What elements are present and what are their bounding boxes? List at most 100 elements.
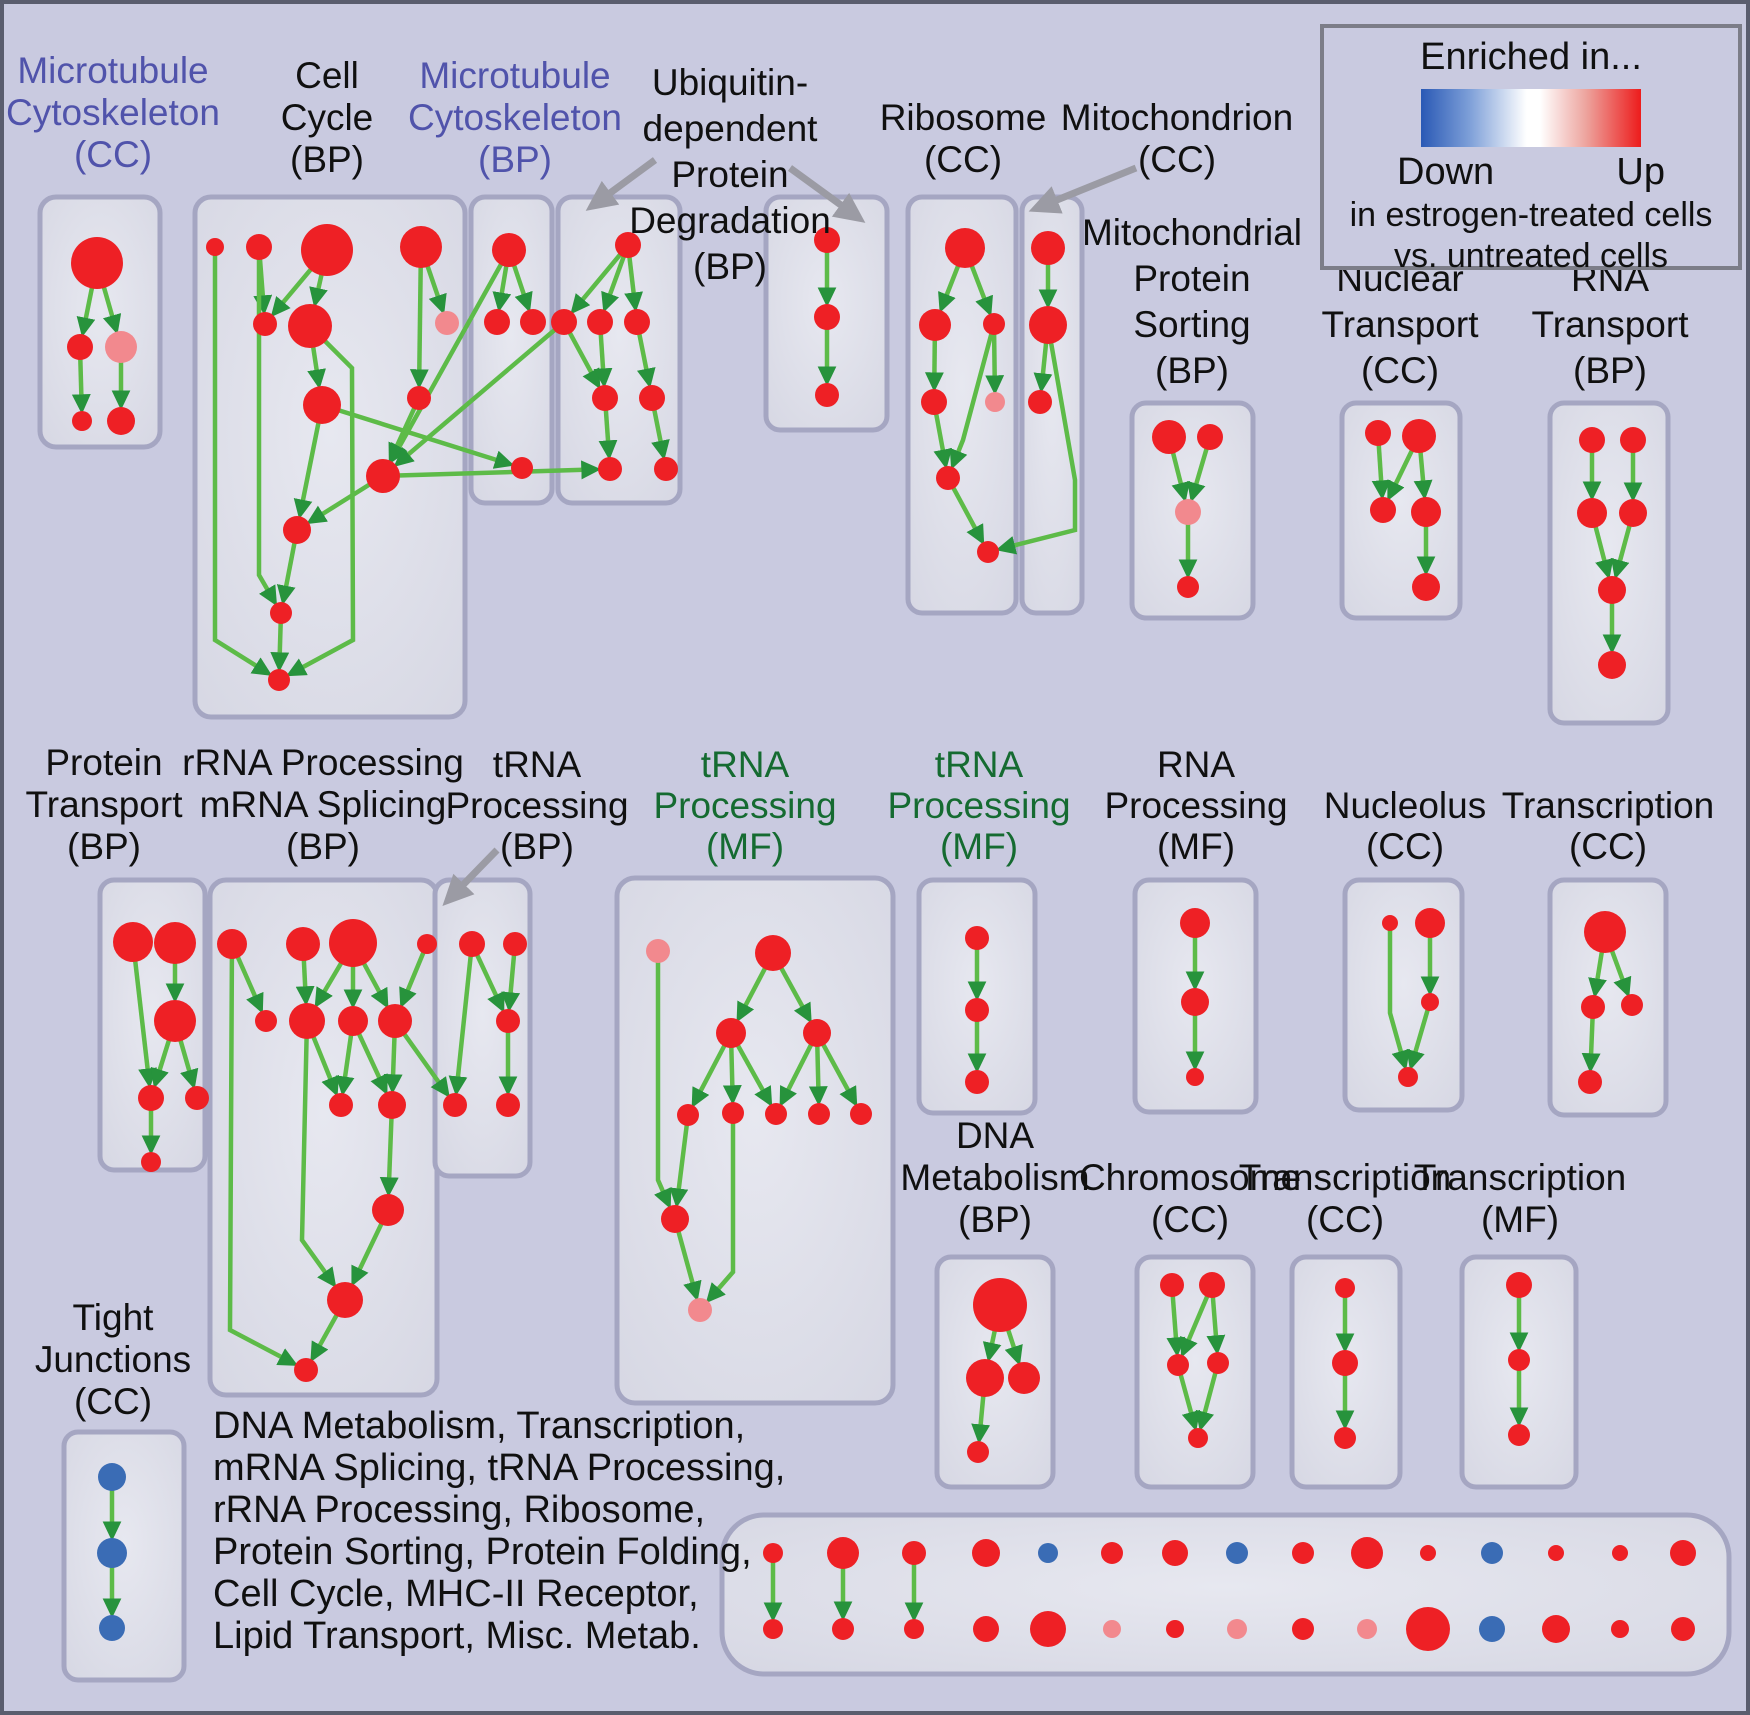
go-term-node (1398, 1067, 1418, 1087)
go-term-node (1028, 390, 1052, 414)
go-term-node (755, 935, 791, 971)
go-term-node (919, 309, 951, 341)
go-term-node (1382, 915, 1398, 931)
go-edge (736, 966, 768, 1023)
go-edge (351, 1221, 385, 1287)
go-term-node (1670, 1540, 1696, 1566)
go-edge (356, 1031, 388, 1096)
go-term-node (1370, 497, 1396, 523)
cluster-label-rna-processing-mf: RNA Processing (MF) (1104, 744, 1287, 867)
go-term-node (1598, 576, 1626, 604)
go-term-node (327, 1282, 363, 1318)
go-edge (1166, 1294, 1186, 1358)
go-edge (1610, 524, 1632, 580)
go-term-node (945, 228, 985, 268)
go-edge (132, 959, 157, 1089)
go-edge (285, 338, 356, 677)
go-edge (1178, 1373, 1201, 1432)
go-term-node (1612, 1545, 1628, 1561)
cluster-label-cell-cycle-bp: Cell Cycle (BP) (281, 55, 374, 180)
go-edge (101, 285, 122, 335)
go-term-node (253, 312, 277, 336)
go-edge (1593, 525, 1614, 580)
go-edge (779, 1042, 814, 1107)
go-term-node (138, 1085, 164, 1111)
go-term-node (808, 1103, 830, 1125)
cluster-label-nuclear-transport-cc: Nuclear Transport (CC) (1322, 258, 1480, 391)
go-edge (492, 264, 512, 313)
go-edge (735, 1043, 773, 1108)
go-edge (270, 621, 290, 673)
cluster-box-trna-mf-big (614, 875, 896, 1406)
go-term-node (1160, 1273, 1184, 1297)
legend: Enriched in... Down Up in estrogen-treat… (1320, 24, 1742, 275)
cluster-label-microtubule-bp: Microtubule Cytoskeleton (BP) (408, 55, 622, 180)
go-term-node (1584, 911, 1626, 953)
go-term-node (72, 411, 92, 431)
go-term-node (1506, 1272, 1532, 1298)
go-term-node (765, 1103, 787, 1125)
go-term-node (185, 1086, 209, 1110)
go-edge (654, 961, 672, 1209)
go-term-node (966, 1359, 1004, 1397)
go-term-node (270, 602, 292, 624)
go-term-node (1180, 908, 1210, 938)
go-term-node (1508, 1424, 1530, 1446)
go-edge (76, 286, 96, 338)
go-term-node (1162, 1540, 1188, 1566)
summary-line: Cell Cycle, MHC-II Receptor, (213, 1573, 699, 1615)
go-edge (808, 1044, 828, 1107)
go-term-node (1548, 1545, 1564, 1561)
go-term-node (1412, 573, 1440, 601)
go-edge (235, 954, 264, 1014)
go-term-node (722, 1102, 744, 1124)
go-term-node (1365, 420, 1391, 446)
go-edge (971, 1394, 991, 1445)
go-term-node (1038, 1543, 1058, 1563)
go-edge (624, 255, 643, 313)
go-term-node (965, 1070, 989, 1094)
go-term-node (71, 237, 123, 289)
go-edge (1413, 450, 1433, 501)
go-term-node (1671, 1617, 1695, 1641)
cluster-label-nucleolus-cc: Nucleolus (CC) (1324, 785, 1486, 867)
go-edge (425, 264, 447, 315)
go-term-node (624, 309, 650, 335)
go-edge (1387, 929, 1410, 1071)
go-term-node (983, 313, 1005, 335)
cluster-label-rna-transport-bp: RNA Transport (BP) (1532, 258, 1690, 391)
go-term-node (1008, 1362, 1040, 1394)
go-term-node (1292, 1618, 1314, 1640)
go-term-node (407, 386, 431, 410)
go-edge (636, 332, 656, 389)
go-edges (71, 251, 1643, 1623)
go-edge (567, 330, 601, 390)
go-term-node (294, 1358, 318, 1382)
go-term-node (98, 1463, 126, 1491)
go-term-node (1421, 993, 1439, 1011)
cluster-label-trna-bp: tRNA Processing (BP) (445, 744, 628, 867)
go-term-node (814, 304, 840, 330)
go-term-node (1167, 1354, 1189, 1376)
cluster-label-microtubule-cc: Microtubule Cytoskeleton (CC) (6, 50, 220, 175)
go-term-node (1031, 231, 1065, 265)
go-term-node (1621, 994, 1643, 1016)
color-scale-gradient (1421, 89, 1641, 147)
go-term-node (763, 1619, 783, 1639)
go-term-node (1479, 1616, 1505, 1642)
go-edge (1004, 1328, 1023, 1366)
go-term-node (378, 1091, 406, 1119)
misc-pathways-text: DNA Metabolism, Transcription, mRNA Spli… (213, 1405, 785, 1657)
cluster-box-microtubule-cc (37, 194, 163, 450)
cluster-label-rrna-mrna-bp: rRNA Processing mRNA Splicing (BP) (182, 742, 464, 867)
go-edge (71, 357, 91, 415)
go-edge (982, 1329, 1002, 1363)
go-term-node (815, 383, 839, 407)
go-term-node (1357, 1619, 1377, 1639)
go-term-node (105, 331, 137, 363)
go-edge (310, 1312, 340, 1363)
summary-line: DNA Metabolism, Transcription, (213, 1405, 746, 1447)
go-edge (1180, 1294, 1210, 1358)
go-term-node (417, 934, 437, 954)
go-term-node (400, 226, 442, 268)
